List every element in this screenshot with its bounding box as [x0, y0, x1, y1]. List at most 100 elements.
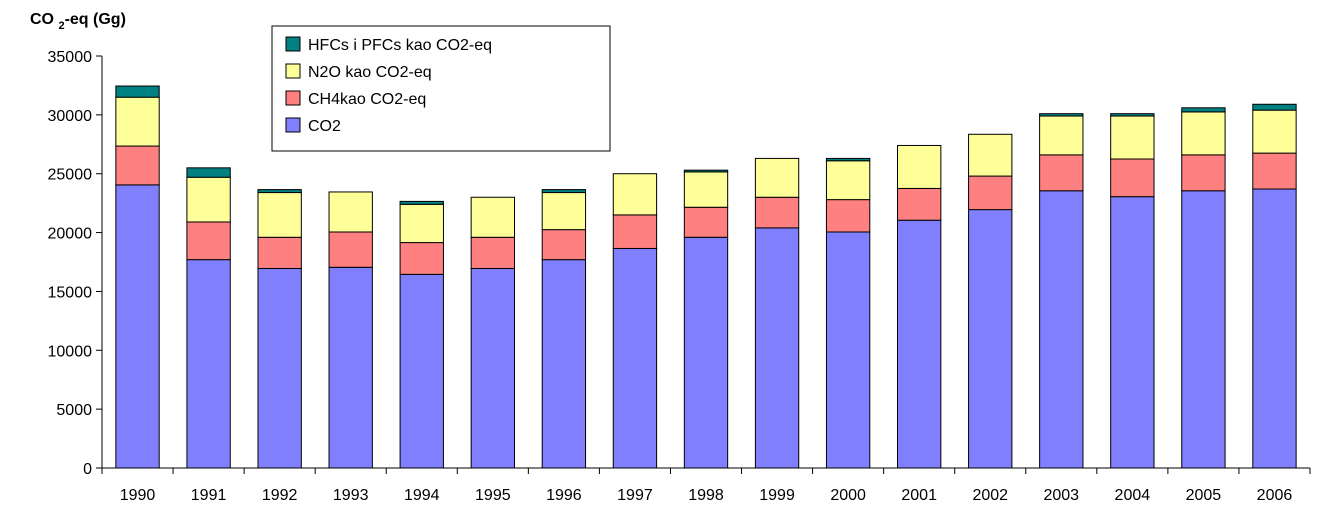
x-tick-label: 2000	[830, 487, 866, 504]
y-tick-label: 0	[83, 461, 92, 478]
bar-segment	[542, 190, 585, 193]
bar-segment	[969, 134, 1012, 176]
bar-segment	[1040, 116, 1083, 155]
bar-segment	[258, 268, 301, 468]
bar-segment	[826, 158, 869, 160]
y-tick-label: 10000	[48, 343, 93, 360]
x-tick-label: 2004	[1115, 487, 1151, 504]
bar-segment	[969, 210, 1012, 468]
bar-segment	[329, 192, 372, 232]
legend-label: HFCs i PFCs kao CO2-eq	[308, 37, 492, 54]
bar-segment	[898, 188, 941, 220]
bar-segment	[755, 228, 798, 468]
x-tick-label: 2002	[972, 487, 1008, 504]
legend-label: N2O kao CO2-eq	[308, 64, 432, 81]
legend-label: CH4kao CO2-eq	[308, 91, 426, 108]
bar-segment	[1253, 189, 1296, 468]
x-tick-label: 1992	[262, 487, 298, 504]
bar-segment	[826, 161, 869, 200]
bar-segment	[684, 170, 727, 172]
bar-segment	[1182, 112, 1225, 155]
x-tick-label: 1995	[475, 487, 511, 504]
y-tick-label: 5000	[56, 402, 92, 419]
bar-segment	[116, 146, 159, 185]
bar-segment	[187, 177, 230, 222]
legend-swatch	[286, 64, 300, 78]
legend-swatch	[286, 37, 300, 51]
legend-label: CO2	[308, 118, 341, 135]
bar-segment	[1040, 114, 1083, 116]
bar-segment	[1253, 153, 1296, 189]
bar-segment	[1040, 191, 1083, 468]
bar-segment	[1253, 110, 1296, 153]
bar-segment	[1182, 155, 1225, 191]
bar-segment	[1253, 104, 1296, 110]
y-axis-title-main: CO	[30, 11, 58, 28]
bar-segment	[116, 86, 159, 97]
bar-segment	[471, 197, 514, 237]
y-tick-label: 35000	[48, 49, 93, 66]
bar-segment	[542, 260, 585, 468]
x-tick-label: 1998	[688, 487, 724, 504]
bar-segment	[613, 174, 656, 215]
bar-segment	[542, 193, 585, 230]
y-tick-label: 20000	[48, 226, 93, 243]
bar-segment	[684, 207, 727, 237]
bar-segment	[613, 215, 656, 249]
bar-segment	[329, 267, 372, 468]
x-tick-label: 2006	[1257, 487, 1293, 504]
y-tick-label: 25000	[48, 167, 93, 184]
x-tick-label: 1990	[120, 487, 156, 504]
bar-segment	[613, 248, 656, 468]
bar-segment	[1111, 159, 1154, 197]
bar-segment	[258, 190, 301, 193]
bar-segment	[898, 220, 941, 468]
bar-segment	[826, 200, 869, 232]
legend: HFCs i PFCs kao CO2-eq N2O kao CO2-eq CH4k…	[272, 26, 610, 151]
bar-segment	[116, 185, 159, 468]
x-tick-label: 1999	[759, 487, 795, 504]
y-tick-label: 30000	[48, 108, 93, 125]
bar-segment	[1111, 197, 1154, 468]
bar-segment	[684, 237, 727, 468]
bar-segment	[400, 204, 443, 242]
bar-segment	[471, 268, 514, 468]
bar-segment	[1111, 114, 1154, 116]
bar-segment	[187, 168, 230, 177]
bar-segment	[826, 232, 869, 468]
bar-segment	[755, 158, 798, 197]
bar-segment	[258, 193, 301, 238]
bar-segment	[116, 97, 159, 146]
bar-segment	[329, 232, 372, 267]
bar-segment	[898, 145, 941, 188]
bar-segment	[400, 243, 443, 275]
bar-segment	[1182, 191, 1225, 468]
x-tick-label: 1993	[333, 487, 369, 504]
x-tick-label: 2003	[1043, 487, 1079, 504]
x-tick-label: 1994	[404, 487, 440, 504]
x-tick-label: 2005	[1186, 487, 1222, 504]
bar-segment	[471, 237, 514, 268]
bar-segment	[187, 260, 230, 468]
bar-segment	[1182, 108, 1225, 112]
bar-segment	[969, 176, 1012, 210]
y-axis-title: CO 2-eq (Gg)	[30, 11, 126, 32]
x-tick-label: 1997	[617, 487, 653, 504]
bar-segment	[684, 172, 727, 207]
x-tick-label: 2001	[901, 487, 937, 504]
bar-segment	[755, 197, 798, 228]
bar-segment	[400, 274, 443, 468]
bar-segment	[187, 222, 230, 260]
bar-segment	[400, 201, 443, 204]
bar-segment	[1111, 116, 1154, 159]
legend-swatch	[286, 91, 300, 105]
x-tick-label: 1996	[546, 487, 582, 504]
bar-segment	[1040, 155, 1083, 191]
y-tick-label: 15000	[48, 284, 93, 301]
bar-segment	[542, 230, 585, 260]
x-tick-label: 1991	[191, 487, 227, 504]
legend-swatch	[286, 118, 300, 132]
bar-segment	[258, 237, 301, 268]
